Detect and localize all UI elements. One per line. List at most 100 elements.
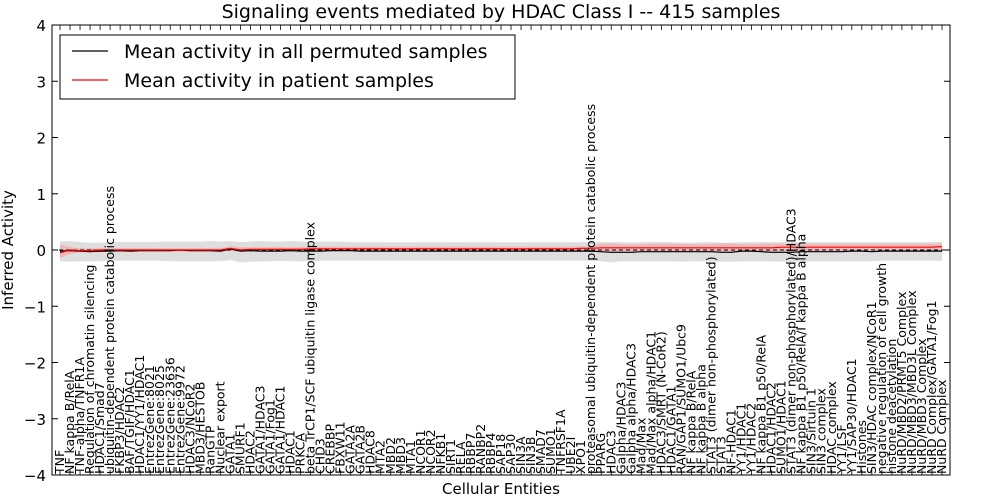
x-tick-label: CHD3: [313, 438, 328, 474]
x-tick-label: FBXW11: [333, 421, 348, 474]
x-tick-label: XPO1: [573, 440, 588, 474]
y-tick-label: −4: [24, 467, 46, 485]
x-tick-label: NF-HDAC1: [724, 409, 739, 474]
x-tick-label: GATA1/HDAC1: [273, 386, 288, 474]
x-tick-label: TNF: [52, 450, 67, 475]
y-tick-label: 2: [36, 130, 46, 148]
x-tick-label: RAN/GAP1/SUMO1/Ubc9: [673, 324, 688, 474]
x-tick-label: STAT3 (dimer non-phosphorylated)/HDAC3: [784, 208, 799, 474]
x-tick-label: EntrezGene:9972: [172, 365, 187, 474]
x-tick-label: SMURF1: [232, 422, 247, 474]
legend-box: [59, 34, 516, 100]
x-tick-label: HDAC3/SMRT (N-CoR2): [653, 331, 668, 474]
y-tick-label: −2: [24, 355, 46, 373]
x-tick-label: NuRD Complex/GATA1/Fog1: [924, 300, 939, 474]
x-tick-label: NuRD Complex: [934, 380, 949, 474]
x-tick-label: ubiquitin-dependent protein catabolic pr…: [102, 186, 117, 474]
x-tick-label: HDAC3: [603, 430, 618, 474]
x-tick-label: YY1/HDAC2: [744, 403, 759, 475]
x-tick-label: HDAC1: [283, 430, 298, 474]
x-tick-label: NCOR2: [423, 429, 438, 474]
x-tick-label: NuRD/MBD2/PRMT5 Complex: [894, 292, 909, 474]
x-tick-label: NF kappa B1 p50/RelA/I kappa B alpha: [794, 234, 809, 474]
x-tick-label: BAF/TGIF/HDAC1: [122, 369, 137, 474]
x-tick-label: RELA: [453, 441, 468, 474]
x-tick-label: HDAC3/NCoR2: [182, 384, 197, 474]
x-tick-label: RANBP2: [473, 424, 488, 474]
x-tick-label: Regulation of chromatin silencing: [82, 265, 97, 474]
x-tick-label: SIN3 complex: [814, 388, 829, 474]
x-tick-label: EntrezGene:8025: [152, 365, 167, 474]
x-tick-label: SUMO1: [543, 428, 558, 474]
x-tick-label: NF kappa B/RelA: [62, 370, 77, 474]
x-tick-label: GATA2B: [353, 425, 368, 474]
x-tick-label: PRKCA: [293, 433, 308, 474]
x-tick-label: EntrezGene:8021: [142, 365, 157, 474]
x-axis-label: Cellular Entities: [442, 480, 560, 498]
x-tick-label: NFKB1: [433, 433, 448, 474]
x-tick-label: NF kappa B alpha: [694, 364, 709, 474]
series-line-patient: [59, 246, 943, 254]
x-tick-label: NCOR1: [413, 429, 428, 474]
x-tick-label: SUMO1/HDAC1: [774, 380, 789, 474]
x-tick-label: MTA2: [373, 440, 388, 474]
x-tick-label: Histones: [854, 420, 869, 474]
x-tick-label: MBD3/HESTOB: [192, 382, 207, 474]
legend-label-permuted: Mean activity in all permuted samples: [124, 41, 487, 63]
x-tick-label: MBD2: [383, 437, 398, 474]
x-tick-label: GATA1/Fog1: [263, 399, 278, 474]
x-tick-label: NF kappa B/RelA: [683, 370, 698, 474]
x-tick-label: FKBP3/HDAC2: [112, 387, 127, 474]
x-tick-label: HDAC1/GATA1: [663, 386, 678, 474]
x-tick-label: SAP18: [493, 434, 508, 474]
x-tick-label: TNFRSF1A: [553, 409, 568, 475]
x-tick-label: HDAC complex: [824, 381, 839, 474]
x-tick-label: GATA2A: [343, 425, 358, 474]
x-tick-label: proteasomal ubiquitin-dependent protein …: [583, 104, 598, 474]
x-tick-label: RBBP4: [483, 433, 498, 474]
x-tick-label: YY1/SAP30/HDAC1: [844, 358, 859, 475]
y-tick-label: 4: [36, 17, 46, 35]
x-tick-label: YY1/LSF: [834, 424, 849, 475]
x-tick-label: STAT3 (dimer non-phosphorylated): [704, 256, 719, 474]
chart-title: Signaling events mediated by HDAC Class …: [222, 1, 781, 23]
x-tick-label: CREBBP: [323, 424, 338, 474]
x-tick-label: histone deacetylation: [884, 339, 899, 474]
x-tick-label: HDAC1/Smad7: [92, 382, 107, 474]
x-tick-label: GATA1: [222, 434, 237, 474]
legend: Mean activity in all permuted samples Me…: [59, 34, 516, 100]
x-tick-label: NuRD/MBD3 Complex: [914, 338, 929, 474]
y-tick-label: −1: [24, 298, 46, 316]
x-tick-label: Galpha alpha/HDAC3: [623, 343, 638, 474]
x-tick-label: Mad/Max: [633, 418, 648, 474]
x-tick-label: HDAC2: [242, 430, 257, 474]
x-tick-label: SAP30: [503, 434, 518, 474]
x-tick-label: TNF-alpha/TNFR1A: [72, 357, 87, 475]
y-tick-label: 3: [36, 73, 46, 91]
x-tick-label: MBD3: [393, 437, 408, 474]
x-tick-label: GATA1/HDAC3: [253, 386, 268, 474]
x-tick-label: Mad/Max alpha/HDAC1: [643, 331, 658, 474]
y-tick-label: 0: [36, 242, 46, 260]
x-tick-label: EntrezGene:23636: [162, 357, 177, 474]
x-tick-label: YY1/HDAC1: [734, 403, 749, 475]
x-tick-label: NuRD/MBD3/MBD3L Complex: [904, 290, 919, 474]
x-tick-label: SIN3/HDAC complex/NCoR1: [864, 301, 879, 474]
y-tick-label: 1: [36, 186, 46, 204]
x-tick-label: HDAC1/HDAC2: [764, 382, 779, 474]
x-tick-label: HDAC8: [363, 430, 378, 474]
x-tick-label: SIN3/Sirtuin 1: [804, 388, 819, 474]
x-tick-label: HDAC1/YY1/HDAC1: [132, 355, 147, 474]
legend-label-patient: Mean activity in patient samples: [124, 70, 434, 92]
x-tick-label: negative regulation of cell growth: [874, 263, 889, 474]
x-tick-label: Galpha/HDAC3: [613, 382, 628, 474]
x-tick-label: NF kappa B1 p50/RelA: [754, 334, 769, 474]
y-axis-label: Inferred Activity: [0, 190, 17, 310]
x-tick-label: PPARG: [593, 433, 608, 474]
x-tick-label: beta TrCP1/SCF ubiquitin ligase complex: [303, 222, 318, 474]
x-tick-label: SMAD7: [533, 429, 548, 474]
x-tick-label: SIN3A: [513, 436, 528, 474]
x-tick-label: SIRT1: [443, 439, 458, 474]
x-tick-label: STAT3: [714, 436, 729, 474]
